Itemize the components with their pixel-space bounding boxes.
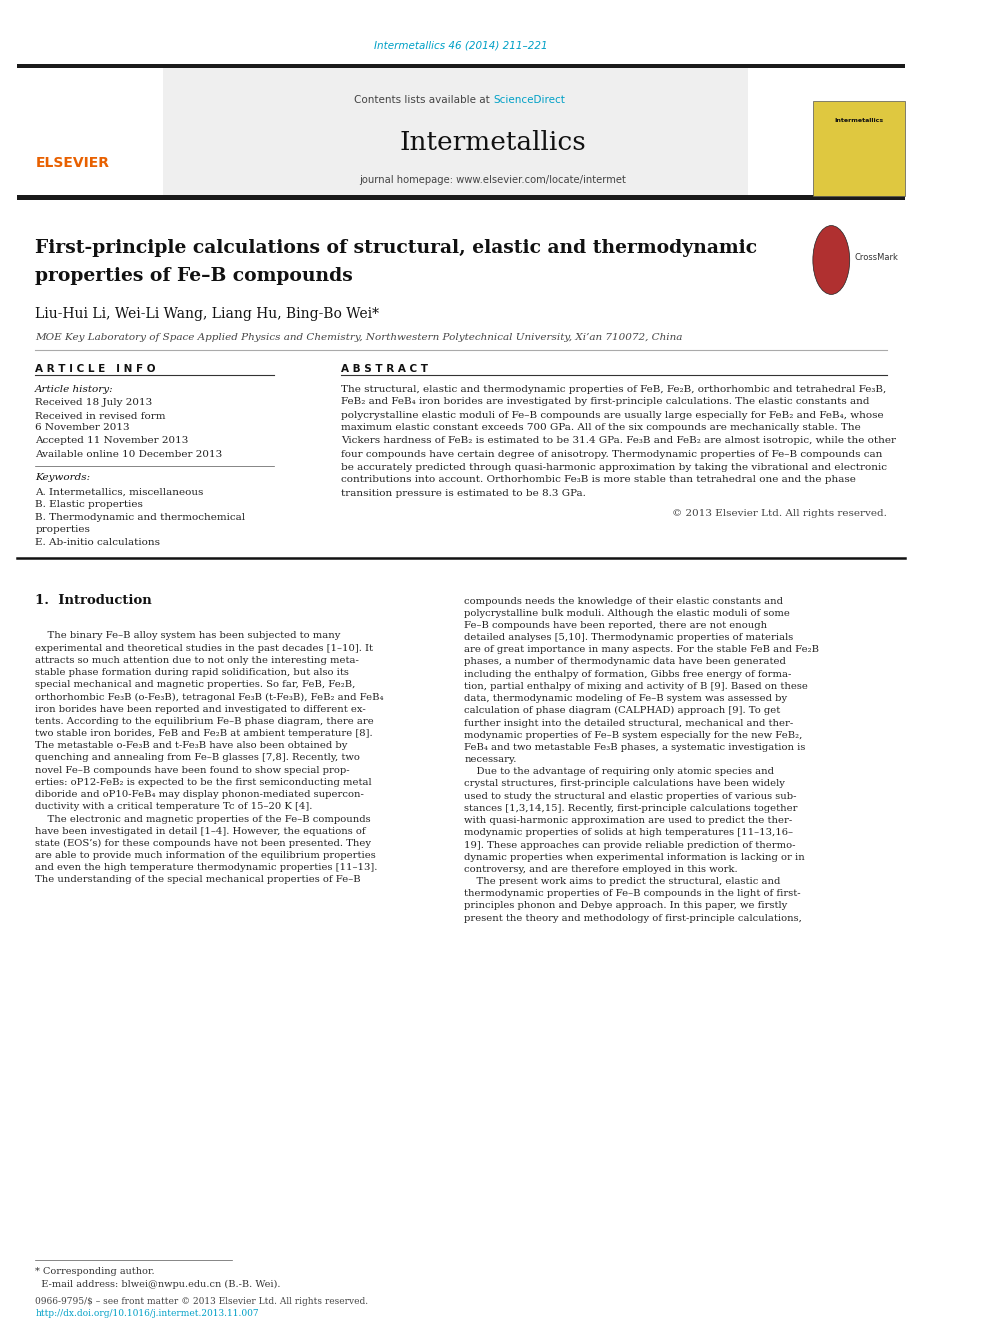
Text: The binary Fe–B alloy system has been subjected to many: The binary Fe–B alloy system has been su… [36,631,340,640]
Bar [163,67,748,194]
Text: Fe–B compounds have been reported, there are not enough: Fe–B compounds have been reported, there… [464,620,768,630]
Text: 1.  Introduction: 1. Introduction [36,594,152,607]
Text: http://dx.doi.org/10.1016/j.intermet.2013.11.007: http://dx.doi.org/10.1016/j.intermet.201… [36,1308,259,1318]
Text: erties: oP12-FeB₂ is expected to be the first semiconducting metal: erties: oP12-FeB₂ is expected to be the … [36,778,372,787]
Text: necessary.: necessary. [464,755,517,765]
Text: and even the high temperature thermodynamic properties [11–13].: and even the high temperature thermodyna… [36,864,378,872]
Text: iron borides have been reported and investigated to different ex-: iron borides have been reported and inve… [36,705,366,713]
Text: properties of Fe–B compounds: properties of Fe–B compounds [36,267,353,284]
Text: ELSEVIER: ELSEVIER [36,156,109,169]
Text: Intermetallics: Intermetallics [834,118,884,123]
Text: contributions into account. Orthorhombic Fe₃B is more stable than tetrahedral on: contributions into account. Orthorhombic… [341,475,856,484]
Text: B. Thermodynamic and thermochemical: B. Thermodynamic and thermochemical [36,513,245,523]
Text: Contents lists available at: Contents lists available at [354,95,493,105]
Text: MOE Key Laboratory of Space Applied Physics and Chemistry, Northwestern Polytech: MOE Key Laboratory of Space Applied Phys… [36,332,682,341]
Text: are able to provide much information of the equilibrium properties: are able to provide much information of … [36,851,376,860]
Text: experimental and theoretical studies in the past decades [1–10]. It: experimental and theoretical studies in … [36,644,373,652]
Text: A B S T R A C T: A B S T R A C T [341,364,428,374]
Text: state (EOS’s) for these compounds have not been presented. They: state (EOS’s) for these compounds have n… [36,839,371,848]
Text: dynamic properties when experimental information is lacking or in: dynamic properties when experimental inf… [464,853,806,861]
Text: are of great importance in many aspects. For the stable FeB and Fe₂B: are of great importance in many aspects.… [464,646,819,655]
Text: special mechanical and magnetic properties. So far, FeB, Fe₂B,: special mechanical and magnetic properti… [36,680,356,689]
Text: ductivity with a critical temperature Tc of 15–20 K [4].: ductivity with a critical temperature Tc… [36,802,312,811]
Text: The structural, elastic and thermodynamic properties of FeB, Fe₂B, orthorhombic : The structural, elastic and thermodynami… [341,385,886,393]
Text: detailed analyses [5,10]. Thermodynamic properties of materials: detailed analyses [5,10]. Thermodynamic … [464,634,794,642]
Text: orthorhombic Fe₃B (o-Fe₃B), tetragonal Fe₃B (t-Fe₃B), FeB₂ and FeB₄: orthorhombic Fe₃B (o-Fe₃B), tetragonal F… [36,692,384,701]
Text: Received 18 July 2013: Received 18 July 2013 [36,398,153,407]
Text: E-mail address: blwei@nwpu.edu.cn (B.-B. Wei).: E-mail address: blwei@nwpu.edu.cn (B.-B.… [36,1279,281,1289]
Ellipse shape [812,226,850,295]
Text: 19]. These approaches can provide reliable prediction of thermo-: 19]. These approaches can provide reliab… [464,840,796,849]
Text: calculation of phase diagram (CALPHAD) approach [9]. To get: calculation of phase diagram (CALPHAD) a… [464,706,781,716]
Text: 0966-9795/$ – see front matter © 2013 Elsevier Ltd. All rights reserved.: 0966-9795/$ – see front matter © 2013 El… [36,1298,368,1307]
Text: attracts so much attention due to not only the interesting meta-: attracts so much attention due to not on… [36,656,359,665]
Text: Intermetallics 46 (2014) 211–221: Intermetallics 46 (2014) 211–221 [374,40,548,50]
Text: stances [1,3,14,15]. Recently, first-principle calculations together: stances [1,3,14,15]. Recently, first-pri… [464,804,798,812]
Text: tents. According to the equilibrium Fe–B phase diagram, there are: tents. According to the equilibrium Fe–B… [36,717,374,726]
Text: Article history:: Article history: [36,385,114,393]
Text: ScienceDirect: ScienceDirect [493,95,564,105]
Text: thermodynamic properties of Fe–B compounds in the light of first-: thermodynamic properties of Fe–B compoun… [464,889,801,898]
Text: with quasi-harmonic approximation are used to predict the ther-: with quasi-harmonic approximation are us… [464,816,793,826]
Text: * Corresponding author.: * Corresponding author. [36,1267,155,1277]
Text: have been investigated in detail [1–4]. However, the equations of: have been investigated in detail [1–4]. … [36,827,366,836]
Text: four compounds have certain degree of anisotropy. Thermodynamic properties of Fe: four compounds have certain degree of an… [341,450,882,459]
Text: Liu-Hui Li, Wei-Li Wang, Liang Hu, Bing-Bo Wei*: Liu-Hui Li, Wei-Li Wang, Liang Hu, Bing-… [36,307,379,321]
Text: polycrystalline bulk moduli. Although the elastic moduli of some: polycrystalline bulk moduli. Although th… [464,609,791,618]
Text: polycrystalline elastic moduli of Fe–B compounds are usually large especially fo: polycrystalline elastic moduli of Fe–B c… [341,410,884,419]
Text: First-principle calculations of structural, elastic and thermodynamic: First-principle calculations of structur… [36,239,758,257]
Text: controversy, and are therefore employed in this work.: controversy, and are therefore employed … [464,865,738,875]
Text: Accepted 11 November 2013: Accepted 11 November 2013 [36,437,188,446]
Text: principles phonon and Debye approach. In this paper, we firstly: principles phonon and Debye approach. In… [464,901,788,910]
Text: Due to the advantage of requiring only atomic species and: Due to the advantage of requiring only a… [464,767,775,777]
Text: © 2013 Elsevier Ltd. All rights reserved.: © 2013 Elsevier Ltd. All rights reserved… [673,509,887,519]
Text: Received in revised form: Received in revised form [36,411,166,421]
Text: novel Fe–B compounds have been found to show special prop-: novel Fe–B compounds have been found to … [36,766,350,775]
Text: Keywords:: Keywords: [36,474,90,483]
Text: modynamic properties of Fe–B system especially for the new FeB₂,: modynamic properties of Fe–B system espe… [464,730,803,740]
Text: two stable iron borides, FeB and Fe₂B at ambient temperature [8].: two stable iron borides, FeB and Fe₂B at… [36,729,373,738]
Text: compounds needs the knowledge of their elastic constants and: compounds needs the knowledge of their e… [464,597,784,606]
Text: FeB₂ and FeB₄ iron borides are investigated by first-principle calculations. The: FeB₂ and FeB₄ iron borides are investiga… [341,397,869,406]
Text: data, thermodynamic modeling of Fe–B system was assessed by: data, thermodynamic modeling of Fe–B sys… [464,695,788,703]
Text: be accurately predicted through quasi-harmonic approximation by taking the vibra: be accurately predicted through quasi-ha… [341,463,887,471]
Bar [812,101,905,196]
Text: A R T I C L E   I N F O: A R T I C L E I N F O [36,364,156,374]
Text: crystal structures, first-principle calculations have been widely: crystal structures, first-principle calc… [464,779,786,789]
Text: transition pressure is estimated to be 8.3 GPa.: transition pressure is estimated to be 8… [341,488,585,497]
Text: phases, a number of thermodynamic data have been generated: phases, a number of thermodynamic data h… [464,658,787,667]
Text: B. Elastic properties: B. Elastic properties [36,500,143,509]
Text: A. Intermetallics, miscellaneous: A. Intermetallics, miscellaneous [36,487,203,496]
Text: modynamic properties of solids at high temperatures [11–13,16–: modynamic properties of solids at high t… [464,828,794,837]
Text: Vickers hardness of FeB₂ is estimated to be 31.4 GPa. Fe₃B and FeB₂ are almost i: Vickers hardness of FeB₂ is estimated to… [341,437,896,446]
Text: The metastable o-Fe₃B and t-Fe₃B have also been obtained by: The metastable o-Fe₃B and t-Fe₃B have al… [36,741,347,750]
Text: quenching and annealing from Fe–B glasses [7,8]. Recently, two: quenching and annealing from Fe–B glasse… [36,754,360,762]
Text: Available online 10 December 2013: Available online 10 December 2013 [36,450,222,459]
Text: present the theory and methodology of first-principle calculations,: present the theory and methodology of fi… [464,914,803,922]
Text: The understanding of the special mechanical properties of Fe–B: The understanding of the special mechani… [36,876,361,885]
Text: properties: properties [36,525,90,534]
Bar [17,64,905,67]
Bar [17,194,905,200]
Text: journal homepage: www.elsevier.com/locate/intermet: journal homepage: www.elsevier.com/locat… [359,175,626,185]
Text: Intermetallics: Intermetallics [400,131,586,156]
Text: E. Ab-initio calculations: E. Ab-initio calculations [36,538,161,548]
Text: diboride and oP10-FeB₄ may display phonon-mediated supercon-: diboride and oP10-FeB₄ may display phono… [36,790,364,799]
Text: CrossMark: CrossMark [854,254,899,262]
Text: maximum elastic constant exceeds 700 GPa. All of the six compounds are mechanica: maximum elastic constant exceeds 700 GPa… [341,423,861,433]
Text: tion, partial enthalpy of mixing and activity of B [9]. Based on these: tion, partial enthalpy of mixing and act… [464,681,808,691]
Text: stable phase formation during rapid solidification, but also its: stable phase formation during rapid soli… [36,668,349,677]
Text: further insight into the detailed structural, mechanical and ther-: further insight into the detailed struct… [464,718,794,728]
Text: The electronic and magnetic properties of the Fe–B compounds: The electronic and magnetic properties o… [36,815,371,823]
Text: used to study the structural and elastic properties of various sub-: used to study the structural and elastic… [464,791,797,800]
Text: 6 November 2013: 6 November 2013 [36,423,130,433]
Text: The present work aims to predict the structural, elastic and: The present work aims to predict the str… [464,877,781,886]
Text: including the enthalpy of formation, Gibbs free energy of forma-: including the enthalpy of formation, Gib… [464,669,792,679]
Text: FeB₄ and two metastable Fe₃B phases, a systematic investigation is: FeB₄ and two metastable Fe₃B phases, a s… [464,744,806,751]
